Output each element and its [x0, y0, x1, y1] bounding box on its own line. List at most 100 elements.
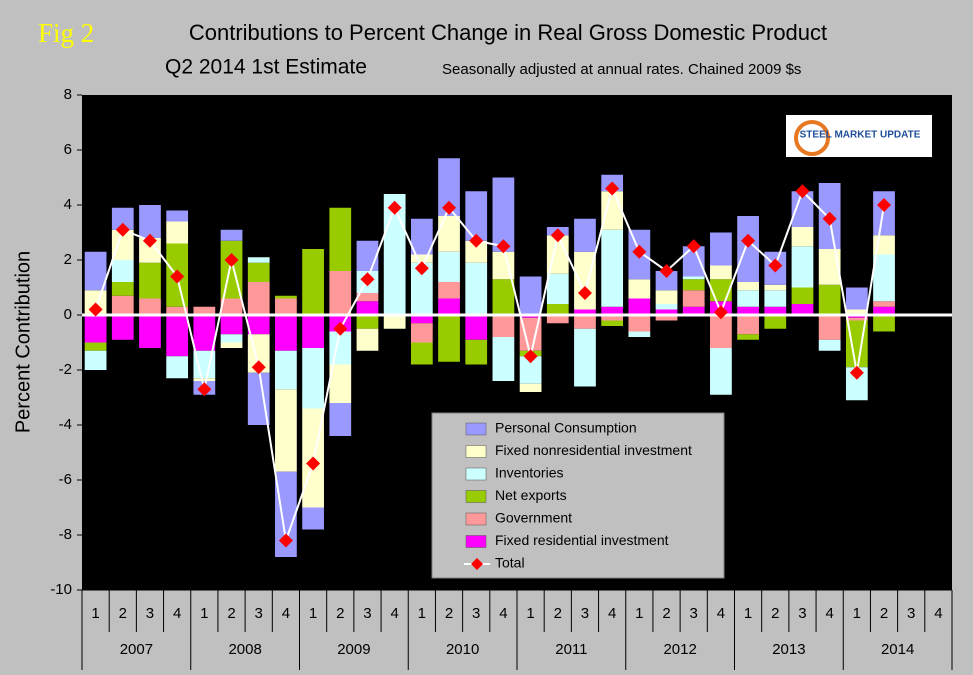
x-tick-label: 4 [282, 605, 290, 622]
total-marker [632, 244, 647, 259]
y-tick-label: 6 [64, 141, 72, 158]
year-label: 2011 [555, 641, 587, 658]
x-tick-label: 2 [119, 605, 127, 622]
bar-segment [356, 240, 379, 271]
year-label: 2013 [772, 641, 805, 658]
bar-segment [465, 262, 488, 315]
total-marker [414, 261, 429, 276]
bar-segment [601, 306, 624, 315]
x-tick-label: 2 [445, 605, 453, 622]
legend-swatch [465, 512, 487, 526]
bar-segment [193, 350, 216, 379]
y-tick-label: 8 [64, 86, 72, 103]
total-marker [170, 269, 185, 284]
bar-segment [438, 158, 460, 216]
x-tick-label: 2 [662, 605, 670, 622]
bar-segment [628, 298, 651, 315]
bar-segment [764, 284, 787, 291]
logo: STEEL MARKET UPDATE [786, 115, 932, 157]
bar-segment [737, 334, 759, 340]
x-tick-label: 2 [336, 605, 344, 622]
bar-segment [220, 315, 243, 335]
bar-segment [492, 177, 515, 252]
bar-segment [193, 315, 216, 351]
bar-segment [275, 298, 297, 315]
x-tick-label: 1 [91, 605, 99, 622]
bar-segment [111, 229, 134, 260]
x-tick-label: 2 [227, 605, 235, 622]
x-tick-label: 4 [717, 605, 725, 622]
y-tick-label: -2 [59, 361, 72, 378]
total-marker [577, 286, 592, 300]
bar-segment [710, 348, 732, 395]
x-tick-label: 4 [499, 605, 507, 622]
bar-segment [139, 298, 161, 315]
bar-segment [818, 339, 841, 351]
bar-segment [84, 350, 107, 370]
bar-segment [574, 328, 596, 387]
legend-marker [471, 558, 483, 570]
bar-segment [220, 229, 243, 241]
bar-segment [111, 282, 134, 296]
bar-segment [601, 229, 624, 307]
legend: Personal Consumption Fixed nonresidential… [431, 412, 725, 579]
bar-segment [764, 315, 787, 329]
bar-segment [818, 315, 841, 340]
x-tick-label: 3 [363, 605, 371, 622]
total-marker [877, 198, 892, 212]
x-tick-label: 1 [418, 605, 426, 622]
bar-segment [465, 191, 488, 241]
legend-label: Personal Consumption [495, 420, 637, 436]
bar-segment [275, 295, 297, 299]
bar-segment [410, 342, 433, 365]
bar-segment [818, 249, 841, 285]
x-tick-label: 3 [146, 605, 154, 622]
bar-segment [682, 290, 705, 307]
bar-segment [873, 306, 895, 315]
bar-segment [655, 315, 678, 321]
total-marker [713, 305, 728, 320]
year-label: 2010 [446, 641, 479, 658]
bar-segment [845, 320, 868, 368]
total-marker [496, 239, 511, 254]
total-marker [741, 233, 756, 248]
bar-segment [275, 389, 297, 472]
total-marker [251, 360, 266, 375]
bar-segment [601, 191, 624, 230]
bar-segment [247, 372, 270, 425]
total-marker [849, 365, 864, 380]
y-tick-label: 4 [64, 196, 72, 213]
chart-title: Contributions to Percent Change in Real … [189, 20, 827, 45]
x-tick-label: 2 [880, 605, 888, 622]
x-tick-label: 1 [309, 605, 317, 622]
legend-label: Inventories [495, 465, 563, 481]
bar-segment [247, 282, 270, 315]
bar-segment [410, 218, 433, 255]
bar-segment [737, 315, 759, 335]
bar-segment [710, 315, 732, 348]
total-marker [768, 258, 783, 273]
y-tick-label: 0 [64, 306, 72, 323]
bar-segment [655, 309, 678, 315]
y-tick-label: -8 [59, 526, 72, 543]
chart-subtitle: Q2 2014 1st Estimate [165, 56, 367, 79]
total-series [88, 181, 892, 548]
x-axis-labels: 1 2 3 4 1 2 3 4 1 2 3 4 1 2 3 4 1 2 3 4 1 2 3 4 1 2 3 4 1 2 3 4 2007 2008… [81, 589, 953, 670]
bar-segment [193, 306, 216, 315]
bar-segment [302, 348, 324, 409]
bar-segment [139, 205, 161, 238]
bar-segment [465, 315, 488, 340]
x-tick-label: 2 [554, 605, 562, 622]
bar-segment [574, 309, 596, 315]
bar-segment [356, 315, 379, 329]
total-marker [224, 253, 239, 267]
year-label: 2012 [663, 641, 696, 658]
bar-segment [546, 273, 569, 304]
bar-segment [247, 262, 270, 282]
bar-segment [302, 315, 324, 348]
bar-segment [546, 315, 569, 324]
legend-label: Total [495, 555, 525, 571]
bar-segment [682, 276, 705, 280]
bar-segment [737, 282, 759, 291]
